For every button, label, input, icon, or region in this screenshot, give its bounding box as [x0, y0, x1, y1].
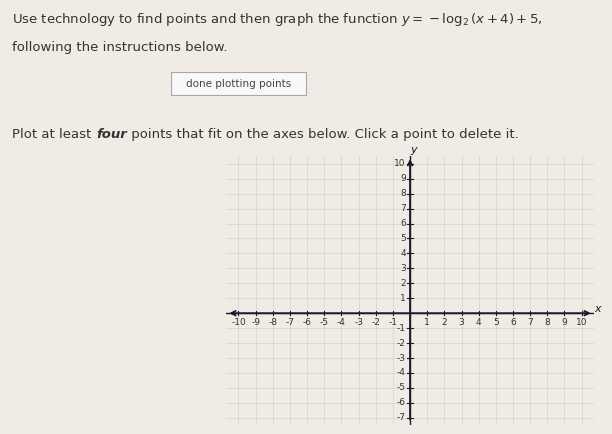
Text: -6: -6 — [302, 319, 312, 327]
Text: -4: -4 — [337, 319, 346, 327]
Text: -3: -3 — [354, 319, 363, 327]
Text: 3: 3 — [458, 319, 465, 327]
Text: y: y — [410, 145, 417, 155]
Text: 7: 7 — [400, 204, 406, 213]
Text: x: x — [594, 305, 601, 315]
Text: 10: 10 — [576, 319, 588, 327]
Text: Use technology to find points and then graph the function $y = -\log_2(x + 4) + : Use technology to find points and then g… — [12, 11, 543, 28]
Text: points that fit on the axes below. Click a point to delete it.: points that fit on the axes below. Click… — [127, 128, 518, 141]
Text: 4: 4 — [476, 319, 482, 327]
Text: done plotting points: done plotting points — [186, 79, 291, 89]
Text: -1: -1 — [397, 324, 406, 332]
Text: -5: -5 — [397, 384, 406, 392]
Text: 2: 2 — [400, 279, 406, 288]
Text: -4: -4 — [397, 368, 406, 378]
Text: 4: 4 — [400, 249, 406, 258]
Text: -7: -7 — [397, 413, 406, 422]
Text: 1: 1 — [400, 294, 406, 303]
Text: following the instructions below.: following the instructions below. — [12, 41, 228, 54]
Text: 10: 10 — [394, 159, 406, 168]
Text: 8: 8 — [400, 189, 406, 198]
Text: -2: -2 — [397, 339, 406, 348]
Text: 6: 6 — [400, 219, 406, 228]
Text: -3: -3 — [397, 354, 406, 362]
Text: -10: -10 — [231, 319, 246, 327]
Text: 6: 6 — [510, 319, 516, 327]
Text: 5: 5 — [493, 319, 499, 327]
Text: four: four — [96, 128, 127, 141]
Text: 8: 8 — [545, 319, 550, 327]
Text: 7: 7 — [528, 319, 533, 327]
Text: 3: 3 — [400, 264, 406, 273]
Text: -8: -8 — [268, 319, 277, 327]
Text: -7: -7 — [285, 319, 294, 327]
Text: -6: -6 — [397, 398, 406, 408]
Text: 9: 9 — [562, 319, 567, 327]
Text: 9: 9 — [400, 174, 406, 183]
Text: -5: -5 — [319, 319, 329, 327]
Text: Plot at least: Plot at least — [12, 128, 95, 141]
Text: -2: -2 — [371, 319, 380, 327]
Text: 5: 5 — [400, 234, 406, 243]
Text: 2: 2 — [441, 319, 447, 327]
Text: 1: 1 — [424, 319, 430, 327]
Text: -1: -1 — [389, 319, 397, 327]
Text: -9: -9 — [251, 319, 260, 327]
